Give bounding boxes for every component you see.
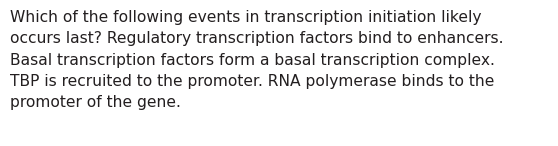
Text: Which of the following events in transcription initiation likely
occurs last? Re: Which of the following events in transcr… bbox=[10, 10, 503, 110]
